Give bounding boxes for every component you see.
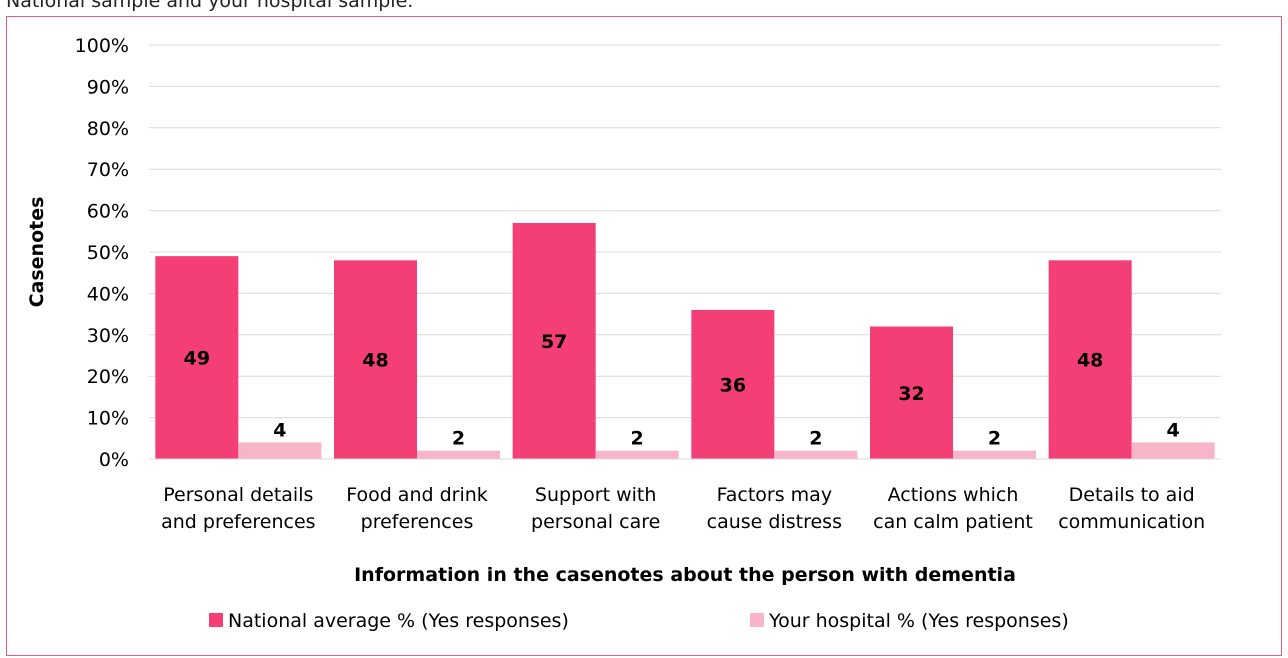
y-tick-label: 90% — [87, 76, 129, 98]
data-label-hospital: 2 — [809, 428, 822, 450]
y-tick-label: 20% — [87, 366, 129, 388]
bar-hospital — [774, 450, 858, 459]
bar-national — [512, 223, 596, 459]
x-tick-label: Actions which — [888, 484, 1019, 506]
x-tick-label: and preferences — [161, 511, 315, 533]
x-axis-ticks: Personal details and preferences Food and … — [161, 484, 1205, 533]
bar-national — [155, 256, 239, 459]
y-tick-label: 60% — [87, 201, 129, 223]
bar-hospital — [595, 450, 679, 459]
legend-swatch — [750, 613, 764, 627]
chart-svg: 0% 10% 20% 30% 40% 50% 60% 70% 80% 90% 100% 49 4 48 2… — [26, 35, 1221, 632]
legend-label: National average % (Yes responses) — [228, 610, 569, 632]
y-tick-label: 70% — [87, 159, 129, 181]
y-axis-ticks: 0% 10% 20% 30% 40% 50% 60% 70% 80% 90% 100% — [75, 35, 129, 471]
y-tick-label: 10% — [87, 408, 129, 430]
data-label-national: 57 — [541, 331, 567, 353]
x-tick-label: Support with — [535, 484, 656, 506]
x-tick-label: cause distress — [707, 511, 842, 533]
data-label-national: 48 — [1077, 350, 1103, 372]
data-label-hospital: 2 — [988, 428, 1001, 450]
x-tick-label: can calm patient — [873, 511, 1033, 533]
bar-national — [870, 326, 953, 459]
data-label-hospital: 2 — [631, 428, 644, 450]
x-tick-label: Details to aid — [1069, 484, 1195, 506]
bar-national — [691, 309, 775, 459]
data-labels: 49 4 48 2 57 2 36 2 32 2 48 4 — [184, 331, 1180, 450]
bars — [155, 223, 1215, 459]
data-label-national: 49 — [184, 348, 210, 370]
y-tick-label: 80% — [87, 118, 129, 140]
bar-national — [334, 260, 417, 459]
y-tick-label: 0% — [99, 449, 129, 471]
x-tick-label: Personal details — [163, 484, 313, 506]
data-label-national: 32 — [898, 383, 924, 405]
bar-national — [1048, 260, 1132, 459]
x-tick-label: Factors may — [717, 484, 833, 506]
legend-swatch — [209, 613, 223, 627]
bar-hospital — [1131, 442, 1215, 459]
bar-hospital — [238, 442, 322, 459]
data-label-national: 48 — [362, 350, 388, 372]
data-label-hospital: 4 — [273, 419, 286, 441]
data-label-national: 36 — [720, 374, 746, 396]
data-label-hospital: 4 — [1167, 419, 1180, 441]
bar-hospital — [417, 450, 500, 459]
bar-hospital — [953, 450, 1036, 459]
y-tick-label: 40% — [87, 283, 129, 305]
y-tick-label: 100% — [75, 35, 129, 57]
y-axis-label: Casenotes — [26, 197, 48, 308]
legend: National average % (Yes responses) Your h… — [209, 610, 1069, 632]
y-tick-label: 30% — [87, 325, 129, 347]
y-tick-label: 50% — [87, 242, 129, 264]
intro-text: National sample and your hospital sample… — [6, 0, 414, 12]
x-tick-label: preferences — [361, 511, 474, 533]
x-tick-label: personal care — [531, 511, 660, 533]
chart-frame: 0% 10% 20% 30% 40% 50% 60% 70% 80% 90% 100% 49 4 48 2… — [6, 16, 1282, 656]
x-tick-label: communication — [1058, 511, 1205, 533]
x-tick-label: Food and drink — [346, 484, 488, 506]
legend-label: Your hospital % (Yes responses) — [768, 610, 1069, 632]
gridlines — [149, 44, 1221, 419]
x-axis-label: Information in the casenotes about the p… — [354, 564, 1016, 586]
data-label-hospital: 2 — [452, 428, 465, 450]
